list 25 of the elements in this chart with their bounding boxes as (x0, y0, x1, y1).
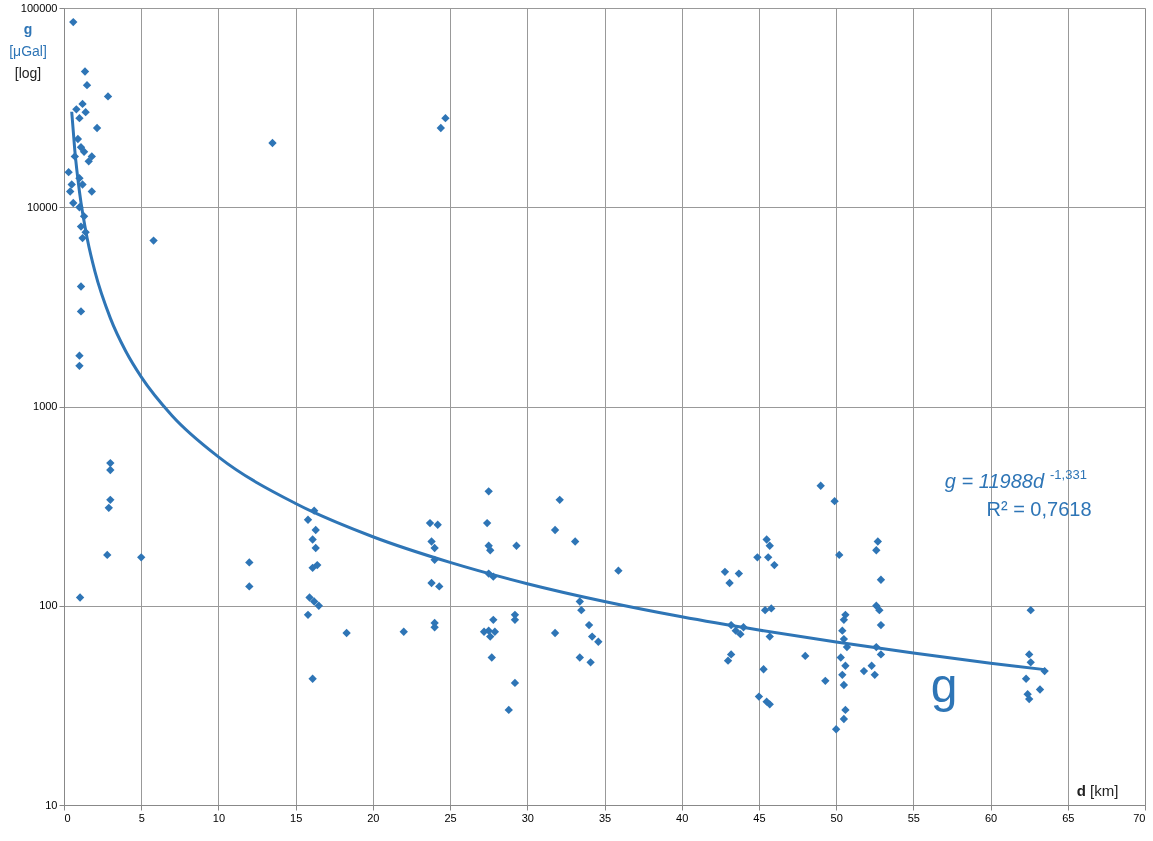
y-tick-label: 10 (45, 798, 58, 811)
x-tick-label: 50 (830, 811, 843, 824)
x-tick-label: 15 (290, 811, 303, 824)
y-axis-title: g [μGal] [log] (9, 21, 47, 81)
y-tick-label: 10000 (26, 200, 58, 213)
x-tick-label: 60 (984, 811, 998, 824)
annotation: g (930, 659, 958, 712)
x-tick-label: 0 (64, 811, 71, 824)
x-tick-label: 40 (676, 811, 689, 824)
x-tick-label: 55 (907, 811, 920, 824)
y-tick-label: 100000 (20, 1, 58, 14)
x-tick-label: 30 (521, 811, 534, 824)
x-tick-label: 45 (753, 811, 766, 824)
x-tick-label: 20 (367, 811, 380, 824)
x-tick-label: 70 (1133, 811, 1146, 824)
x-tick-label: 10 (212, 811, 226, 824)
annotation: g = 11988d-1,331 (944, 467, 1087, 492)
y-tick-label: 100 (39, 599, 58, 612)
x-tick-label: 65 (1062, 811, 1075, 824)
y-tick-label: 1000 (33, 400, 58, 412)
x-axis-title: d [km] (1076, 782, 1119, 799)
x-tick-label: 25 (444, 811, 457, 824)
x-tick-label: 5 (138, 811, 145, 824)
annotation: R² = 0,7618 (986, 498, 1092, 520)
x-tick-label: 35 (598, 811, 612, 824)
